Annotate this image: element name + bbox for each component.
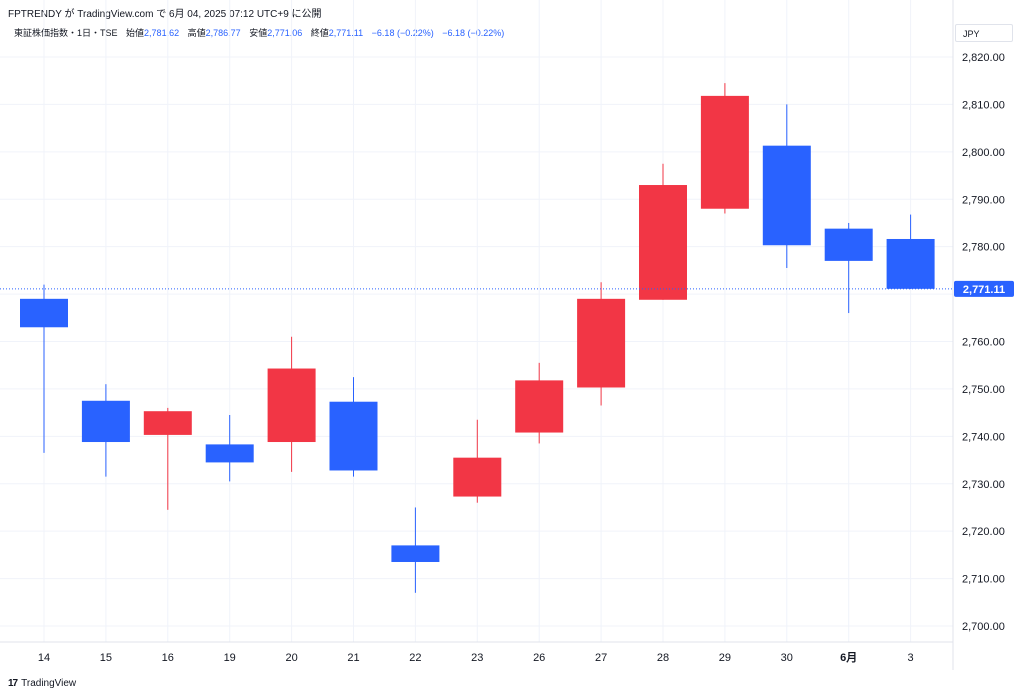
candle-body	[577, 299, 625, 388]
candle-body	[330, 402, 378, 471]
y-tick-label: 2,720.00	[962, 526, 1005, 538]
candle-body	[20, 299, 68, 327]
candle-body	[639, 185, 687, 300]
y-tick-label: 2,820.00	[962, 52, 1005, 64]
x-tick-label: 15	[100, 652, 112, 664]
last-price-badge: 2,771.11	[954, 281, 1014, 297]
candle-body	[82, 401, 130, 442]
y-tick-label: 2,790.00	[962, 194, 1005, 206]
y-tick-label: 2,730.00	[962, 479, 1005, 491]
y-tick-label: 2,750.00	[962, 384, 1005, 396]
tradingview-brand[interactable]: 17 TradingView	[8, 678, 76, 689]
candle	[701, 83, 749, 213]
candle-body	[144, 411, 192, 435]
candle-body	[825, 229, 873, 261]
candle	[825, 223, 873, 313]
x-tick-label: 23	[471, 652, 483, 664]
candle-body	[887, 239, 935, 289]
x-tick-label: 26	[533, 652, 545, 664]
tradingview-logo-icon: 17	[8, 678, 17, 689]
candle	[453, 420, 501, 503]
candle	[391, 507, 439, 592]
x-tick-label: 27	[595, 652, 607, 664]
candle	[577, 282, 625, 405]
time-axis[interactable]: 14 15 16 19 20 21 22 23 26 27 28 29 30 6月 3	[38, 651, 914, 664]
candle	[887, 215, 935, 289]
last-price-label: 2,771.11	[963, 284, 1005, 296]
y-tick-label: 2,760.00	[962, 337, 1005, 349]
candle	[82, 384, 130, 476]
candle	[20, 285, 68, 453]
x-tick-label: 19	[224, 652, 236, 664]
y-tick-label: 2,800.00	[962, 147, 1005, 159]
candle	[144, 408, 192, 510]
x-tick-label: 14	[38, 652, 50, 664]
brand-name: TradingView	[21, 678, 76, 689]
y-tick-label: 2,700.00	[962, 621, 1005, 633]
x-tick-label: 3	[908, 652, 914, 664]
x-tick-label: 22	[409, 652, 421, 664]
candle-body	[515, 380, 563, 432]
y-tick-label: 2,810.00	[962, 99, 1005, 111]
candle	[206, 415, 254, 481]
candle-body	[763, 146, 811, 246]
x-tick-label: 6月	[840, 651, 857, 664]
candle-body	[391, 545, 439, 562]
price-axis[interactable]: 2,820.00 2,810.00 2,800.00 2,790.00 2,780.00…	[962, 52, 1005, 633]
candle	[268, 337, 316, 472]
x-tick-label: 16	[162, 652, 174, 664]
candle	[763, 104, 811, 268]
candle	[639, 164, 687, 300]
candle-body	[701, 96, 749, 209]
candle	[515, 363, 563, 444]
candle-body	[268, 369, 316, 442]
candle-body	[453, 458, 501, 497]
x-tick-label: 28	[657, 652, 669, 664]
y-tick-label: 2,710.00	[962, 574, 1005, 586]
candle	[330, 377, 378, 477]
x-tick-label: 30	[781, 652, 793, 664]
y-tick-label: 2,740.00	[962, 431, 1005, 443]
x-tick-label: 29	[719, 652, 731, 664]
x-tick-label: 21	[347, 652, 359, 664]
y-tick-label: 2,780.00	[962, 242, 1005, 254]
grid-lines	[0, 0, 953, 642]
x-tick-label: 20	[285, 652, 297, 664]
candle-body	[206, 444, 254, 462]
